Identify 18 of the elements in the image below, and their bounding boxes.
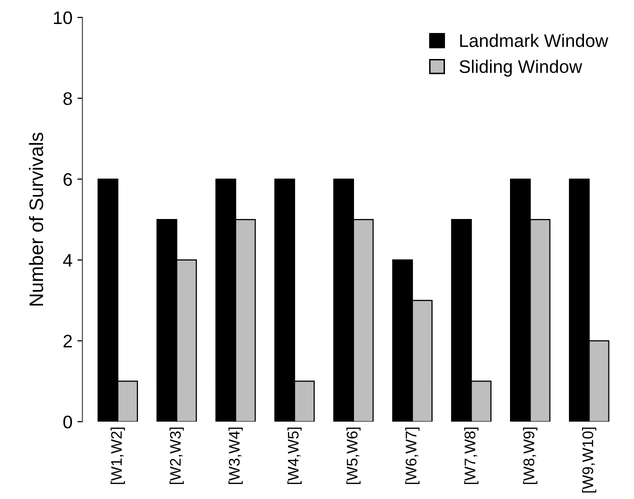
y-tick-label: 4 [63,254,72,267]
legend-label: Sliding Window [460,60,582,77]
x-tick-label: [W5,W6] [346,428,361,484]
x-tick-label: [W9,W10] [582,428,596,492]
x-tick-label: [W6,W7] [405,428,420,484]
y-axis-title: Number of Survivals [28,132,44,306]
y-tick-label: 6 [64,173,72,186]
x-tick-label: [W4,W5] [287,428,302,484]
y-tick-label: 10 [54,11,72,24]
y-tick-label: 8 [63,92,72,106]
x-tick-label: [W7,W8] [464,428,478,484]
x-tick-label: [W1,W2] [110,428,125,484]
x-tick-label: [W2,W3] [170,428,184,484]
x-tick-label: [W3,W4] [228,428,243,484]
y-tick-label: 2 [64,334,72,348]
legend-label: Landmark Window [460,34,608,48]
y-tick-label: 0 [63,416,72,428]
x-tick-label: [W8,W9] [523,428,538,484]
